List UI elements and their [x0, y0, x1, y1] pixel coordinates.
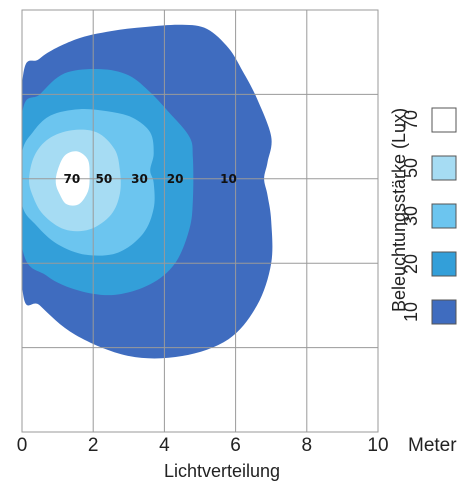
x-axis-ticks: 0 2 4 6 8 10	[17, 435, 389, 456]
legend-swatch-30	[431, 203, 457, 229]
zone-label-50: 50	[96, 172, 113, 186]
legend-title: Beleuchtungsstärke (Lux)	[389, 108, 409, 312]
legend-label-30: 30	[401, 206, 421, 226]
legend-swatch-10	[431, 299, 457, 325]
illuminance-zones	[22, 24, 273, 359]
x-axis-title: Lichtverteilung	[164, 461, 280, 481]
x-tick-label: 2	[88, 435, 99, 456]
zone-label-10: 10	[220, 172, 237, 186]
zone-label-20: 20	[167, 172, 184, 186]
x-axis-unit: Meter	[408, 435, 457, 456]
plot-border	[21, 9, 379, 433]
legend-label-10: 10	[401, 302, 421, 322]
legend: Beleuchtungsstärke (Lux) 70 50 30 20 10	[389, 107, 457, 325]
legend-swatch-50	[431, 155, 457, 181]
legend-label-50: 50	[401, 158, 421, 178]
x-tick-label: 4	[159, 435, 170, 456]
legend-label-70: 70	[401, 110, 421, 130]
grid-lines	[21, 9, 379, 433]
zone-label-70: 70	[63, 172, 80, 186]
legend-label-20: 20	[401, 254, 421, 274]
legend-swatch-70	[431, 107, 457, 133]
x-tick-label: 0	[17, 435, 28, 456]
x-tick-label: 6	[230, 435, 241, 456]
zone-labels: 10 20 30 50 70	[63, 172, 236, 186]
legend-swatch-20	[431, 251, 457, 277]
legend-items: 70 50 30 20 10	[401, 107, 457, 325]
zone-label-30: 30	[131, 172, 148, 186]
x-tick-label: 10	[367, 435, 388, 456]
x-tick-label: 8	[302, 435, 313, 456]
